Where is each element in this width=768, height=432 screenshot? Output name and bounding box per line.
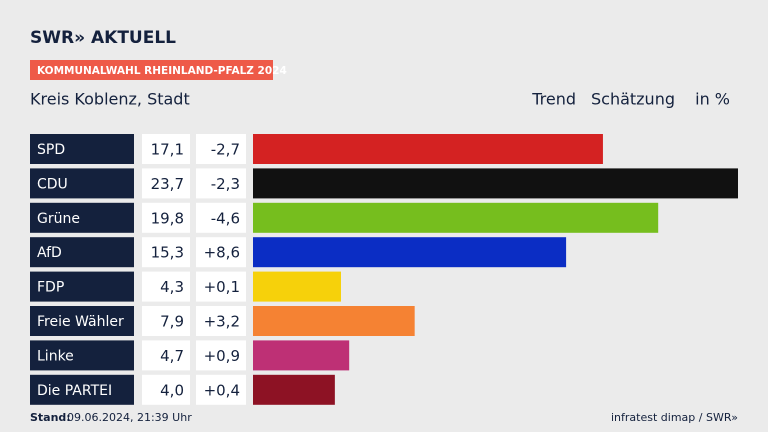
- column-header: in %: [695, 90, 730, 109]
- bar: [253, 271, 341, 302]
- change-label: +3,2: [204, 313, 240, 331]
- party-box: [30, 134, 134, 164]
- party-box: [30, 306, 134, 336]
- bar: [253, 374, 335, 405]
- column-header: Schätzung: [591, 90, 675, 109]
- party-name: Grüne: [37, 211, 80, 227]
- party-box: [30, 237, 134, 268]
- change-label: +0,4: [204, 381, 240, 399]
- change-box: [196, 134, 246, 164]
- value-box: [142, 374, 190, 405]
- party-box: [30, 374, 134, 405]
- bar: [253, 168, 738, 199]
- change-box: [196, 271, 246, 302]
- change-label: +0,9: [204, 347, 240, 365]
- value-box: [142, 306, 190, 336]
- change-box: [196, 237, 246, 268]
- bar: [253, 306, 415, 336]
- bar: [253, 134, 603, 164]
- party-name: SPD: [37, 142, 65, 158]
- value-label: 15,3: [151, 244, 184, 262]
- value-box: [142, 271, 190, 302]
- value-label: 4,3: [160, 278, 184, 296]
- change-label: -4,6: [211, 209, 240, 227]
- change-label: +0,1: [204, 278, 240, 296]
- value-box: [142, 134, 190, 164]
- value-box: [142, 340, 190, 371]
- party-box: [30, 202, 134, 233]
- logo: SWR» AKTUELL: [30, 28, 176, 48]
- value-label: 7,9: [160, 313, 184, 331]
- stand-label: Stand:: [30, 411, 71, 424]
- value-label: 4,0: [160, 381, 184, 399]
- change-box: [196, 168, 246, 199]
- party-box: [30, 271, 134, 302]
- value-label: 4,7: [160, 347, 184, 365]
- party-name: AfD: [37, 245, 62, 261]
- change-box: [196, 340, 246, 371]
- party-name: Freie Wähler: [37, 314, 124, 330]
- change-label: +8,6: [204, 244, 240, 262]
- change-box: [196, 374, 246, 405]
- party-name: FDP: [37, 280, 64, 296]
- region: Kreis Koblenz, Stadt: [30, 90, 190, 109]
- party-name: Linke: [37, 348, 74, 364]
- value-box: [142, 168, 190, 199]
- bar: [253, 202, 659, 233]
- change-box: [196, 202, 246, 233]
- party-box: [30, 340, 134, 371]
- party-box: [30, 168, 134, 199]
- stand: 09.06.2024, 21:39 Uhr: [67, 411, 192, 424]
- value-label: 19,8: [151, 209, 184, 227]
- change-label: -2,7: [211, 141, 240, 159]
- value-label: 17,1: [151, 141, 184, 159]
- badge: KOMMUNALWAHL RHEINLAND-PFALZ 2024: [37, 65, 287, 77]
- source: infratest dimap / SWR»: [611, 411, 738, 424]
- value-box: [142, 237, 190, 268]
- column-header: Trend: [531, 90, 576, 109]
- change-box: [196, 306, 246, 336]
- value-box: [142, 202, 190, 233]
- badge-bg: [30, 60, 273, 80]
- party-name: Die PARTEI: [37, 383, 112, 399]
- bar: [253, 237, 567, 268]
- bar: [253, 340, 350, 371]
- value-label: 23,7: [151, 175, 184, 193]
- party-name: CDU: [37, 176, 68, 192]
- change-label: -2,3: [211, 175, 240, 193]
